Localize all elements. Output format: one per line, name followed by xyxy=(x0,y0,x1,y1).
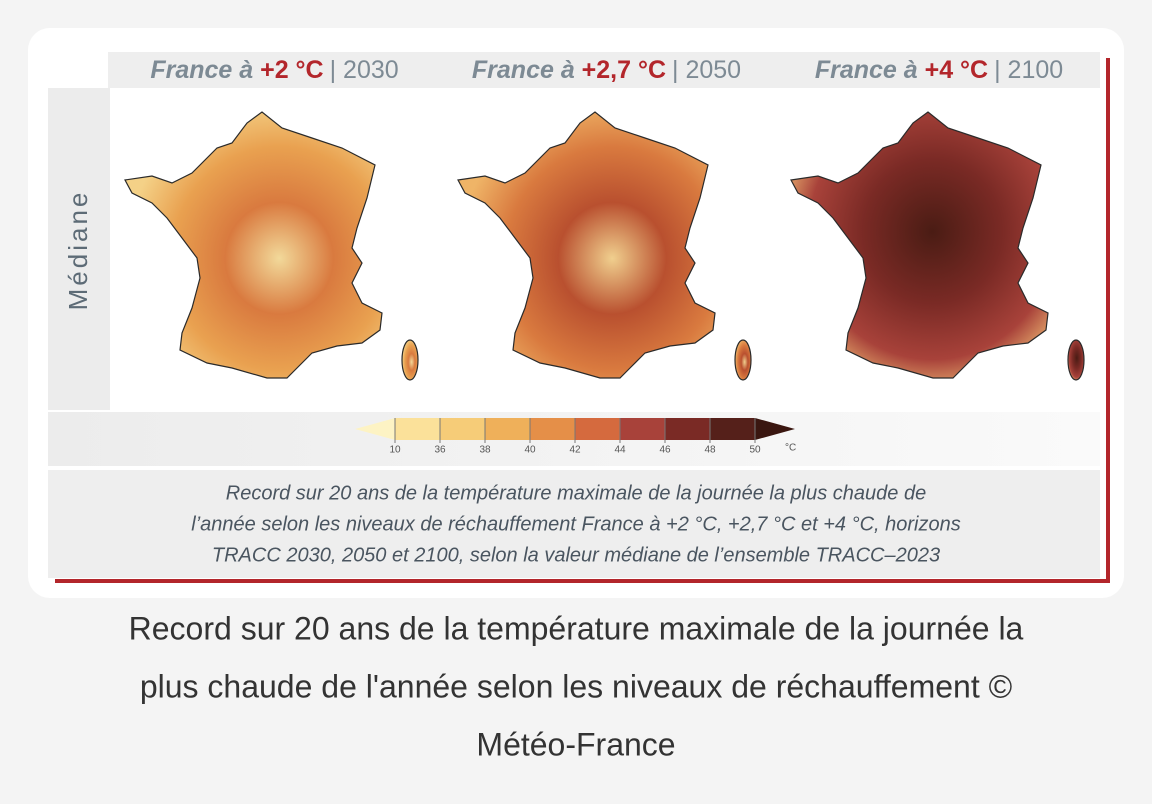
panel-title: France à +2 °C | 2030 xyxy=(150,56,398,84)
france-map xyxy=(124,111,383,379)
colorbar-tick-label: 46 xyxy=(659,445,671,456)
colorbar-segment xyxy=(620,418,665,440)
colorbar-unit: °C xyxy=(785,443,796,454)
colorbar-low xyxy=(355,418,395,440)
colorbar-tick-label: 38 xyxy=(479,445,491,456)
corsica-map xyxy=(734,339,752,381)
corsica-map xyxy=(401,339,419,381)
france-map xyxy=(790,111,1049,379)
colorbar-high xyxy=(755,418,795,440)
footer-line: plus chaude de l'année selon les niveaux… xyxy=(140,668,1013,704)
france-map xyxy=(457,111,716,379)
colorbar-tick-label: 42 xyxy=(569,445,581,456)
colorbar-segment xyxy=(485,418,530,440)
colorbar-segment xyxy=(665,418,710,440)
colorbar-segment xyxy=(440,418,485,440)
map xyxy=(124,111,419,381)
colorbar-segment xyxy=(530,418,575,440)
title-horizon: | 2050 xyxy=(672,56,741,84)
panel-title: France à +2,7 °C | 2050 xyxy=(472,56,741,84)
title-warming: +2,7 °C xyxy=(582,56,666,84)
caption-line: l’année selon les niveaux de réchauffeme… xyxy=(191,513,960,535)
title-horizon: | 2030 xyxy=(330,56,399,84)
title-horizon: | 2100 xyxy=(994,56,1063,84)
title-prefix: France à xyxy=(150,56,260,84)
colorbar-tick-label: 44 xyxy=(614,445,626,456)
colorbar-tick-label: 40 xyxy=(524,445,536,456)
map xyxy=(790,111,1085,381)
colorbar-segment xyxy=(710,418,755,440)
corsica-map xyxy=(1067,339,1085,381)
row-band xyxy=(48,88,110,410)
panel-title: France à +4 °C | 2100 xyxy=(815,56,1063,84)
colorbar-tick-label: 10 xyxy=(389,445,401,456)
title-prefix: France à xyxy=(815,56,925,84)
footer-line: Record sur 20 ans de la température maxi… xyxy=(129,610,1024,646)
title-warming: +4 °C xyxy=(925,56,989,84)
colorbar-tick-label: 48 xyxy=(704,445,716,456)
caption-line: Record sur 20 ans de la température maxi… xyxy=(226,482,926,504)
footer-line: Météo-France xyxy=(476,726,675,762)
colorbar-segment xyxy=(575,418,620,440)
colorbar-segment xyxy=(395,418,440,440)
title-warming: +2 °C xyxy=(260,56,324,84)
map xyxy=(457,111,752,381)
caption-box xyxy=(48,470,1100,578)
colorbar-tick-label: 50 xyxy=(749,445,761,456)
colorbar-tick-label: 36 xyxy=(434,445,446,456)
caption-line: TRACC 2030, 2050 et 2100, selon la valeu… xyxy=(212,544,940,566)
title-band xyxy=(108,52,1100,88)
row-label: Médiane xyxy=(63,190,93,311)
title-prefix: France à xyxy=(472,56,582,84)
